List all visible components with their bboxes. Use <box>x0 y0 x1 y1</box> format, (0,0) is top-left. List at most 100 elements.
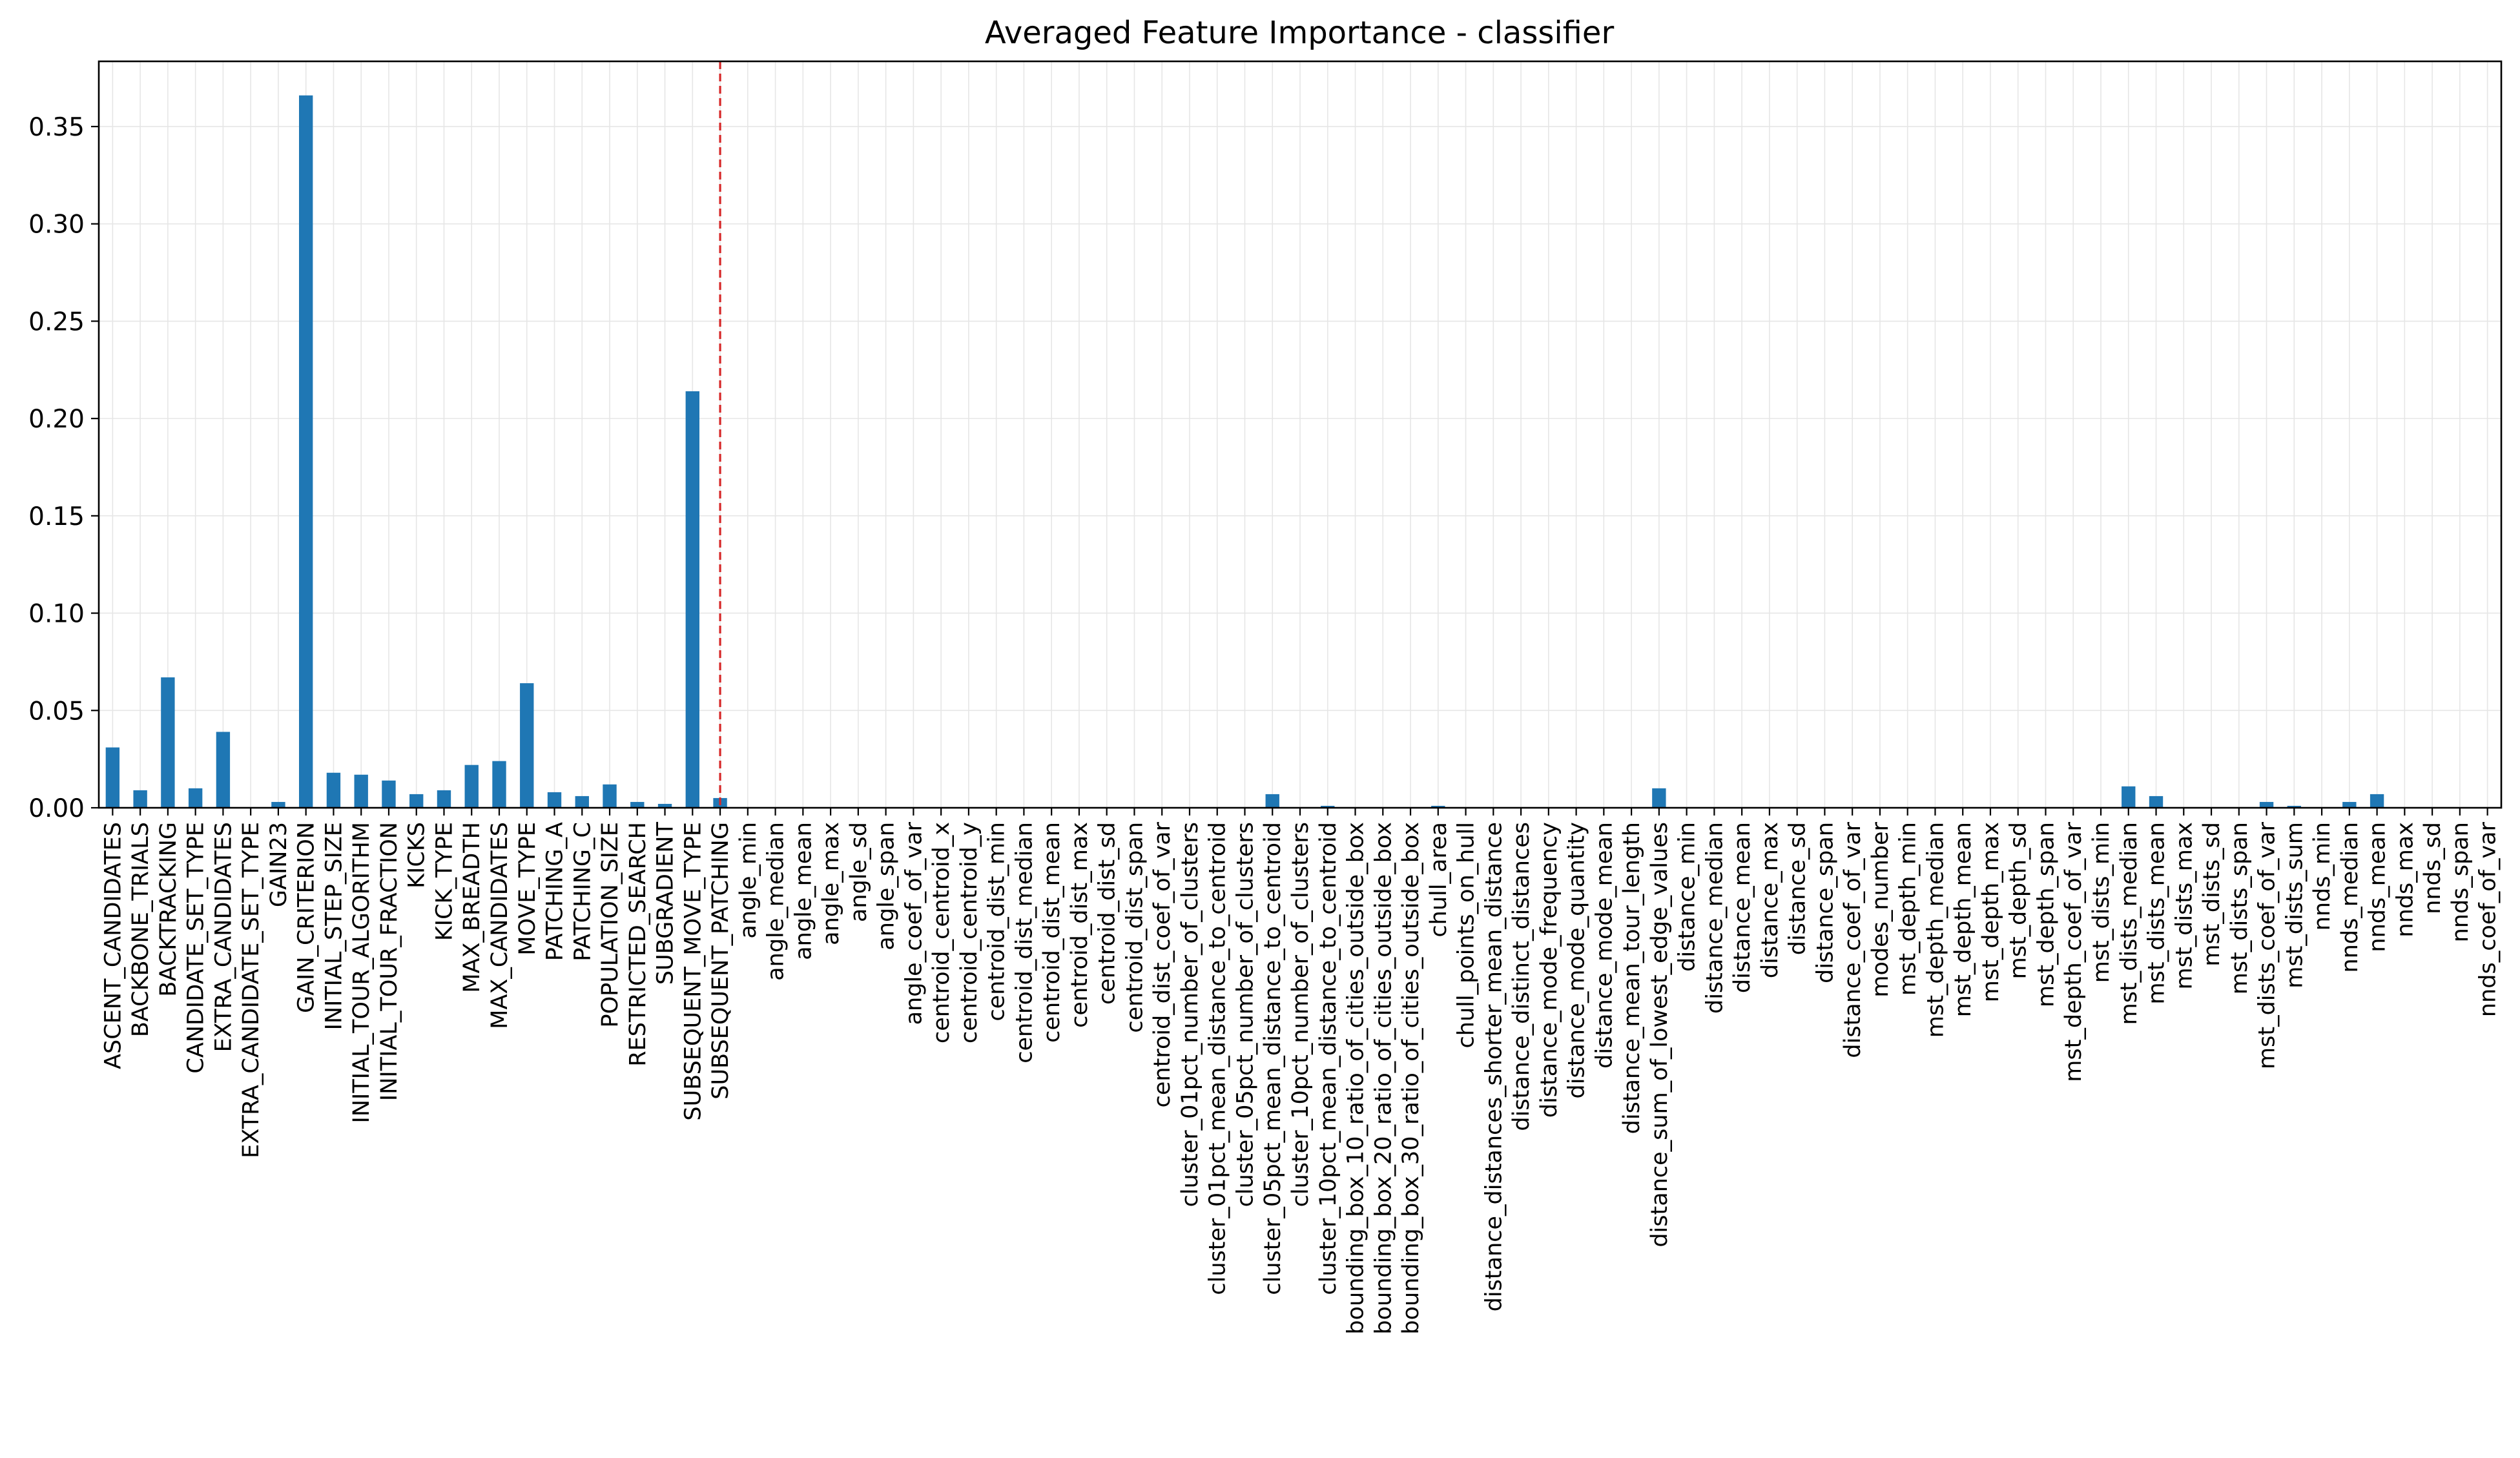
y-tick-label: 0.00 <box>28 794 85 823</box>
x-tick-label: nnds_coef_of_var <box>2475 821 2501 1017</box>
x-tick-label: centroid_dist_coef_of_var <box>1150 821 1175 1107</box>
bar-initial-tour-algorithm <box>354 774 368 808</box>
x-tick-label: KICK_TYPE <box>431 822 457 941</box>
x-tick-label: centroid_centroid_y <box>956 822 982 1043</box>
bar-gain-criterion <box>299 95 313 808</box>
bar-initial-tour-fraction <box>382 780 396 808</box>
x-tick-label: nnds_max <box>2392 822 2418 938</box>
bar-gain23 <box>271 801 285 808</box>
bar-backtracking <box>161 677 175 808</box>
x-tick-label: SUBSEQUENT_PATCHING <box>708 822 734 1100</box>
x-tick-label: angle_median <box>763 822 789 981</box>
x-tick-label: chull_area <box>1426 822 1452 938</box>
bar-extra-candidates <box>216 732 231 808</box>
x-tick-label: mst_depth_span <box>2033 822 2059 1007</box>
bar-initial-step-size <box>326 772 341 808</box>
y-tick-label: 0.20 <box>28 405 85 434</box>
bar-move-type <box>520 683 534 808</box>
x-tick-label: distance_max <box>1757 822 1783 978</box>
bar-mst-dists-median <box>2122 786 2136 808</box>
y-tick-label: 0.30 <box>28 210 85 240</box>
x-tick-label: bounding_box_20_ratio_of_cities_outside_… <box>1370 822 1396 1335</box>
x-tick-label: bounding_box_30_ratio_of_cities_outside_… <box>1398 822 1424 1335</box>
x-tick-label: bounding_box_10_ratio_of_cities_outside_… <box>1343 822 1369 1335</box>
x-tick-label: mst_depth_median <box>1923 822 1948 1038</box>
y-tick-label: 0.05 <box>28 697 85 726</box>
x-tick-label: mst_depth_coef_of_var <box>2061 821 2087 1082</box>
x-tick-label: distance_mode_frequency <box>1536 822 1562 1118</box>
bar-mst-dists-sum <box>2287 805 2301 808</box>
x-tick-label: nnds_span <box>2448 822 2474 942</box>
bar-patching-a <box>547 792 562 808</box>
x-axis: ASCENT_CANDIDATES BACKBONE_TRIALS BACKTRAC… <box>100 808 2501 1335</box>
x-tick-label: MAX_CANDIDATES <box>487 822 513 1029</box>
x-tick-label: INITIAL_STEP_SIZE <box>321 822 347 1030</box>
bar-chull-area <box>1431 805 1445 808</box>
x-tick-label: cluster_10pct_mean_distance_to_centroid <box>1316 822 1341 1295</box>
x-tick-label: mst_dists_median <box>2116 822 2142 1025</box>
x-tick-label: distance_sum_of_lowest_edge_values <box>1647 822 1673 1248</box>
x-tick-label: POPULATION_SIZE <box>597 822 623 1027</box>
x-tick-label: distance_span <box>1812 822 1838 983</box>
x-tick-label: ASCENT_CANDIDATES <box>100 822 126 1069</box>
x-tick-label: mst_depth_mean <box>1950 822 1976 1017</box>
x-tick-label: CANDIDATE_SET_TYPE <box>183 822 209 1074</box>
x-tick-label: distance_mode_mean <box>1591 822 1617 1069</box>
x-tick-label: PATCHING_A <box>542 822 568 961</box>
bar-max-candidates <box>492 761 506 808</box>
x-tick-label: distance_median <box>1702 822 1728 1014</box>
x-tick-label: centroid_dist_min <box>984 822 1010 1022</box>
grid <box>99 61 2501 808</box>
x-tick-label: EXTRA_CANDIDATE_SET_TYPE <box>238 822 264 1158</box>
bar-restricted-search <box>630 801 645 808</box>
x-tick-label: INITIAL_TOUR_ALGORITHM <box>349 822 375 1123</box>
x-tick-label: centroid_centroid_x <box>929 822 955 1043</box>
x-tick-label: nnds_min <box>2309 822 2335 930</box>
x-tick-label: distance_min <box>1675 822 1700 972</box>
x-tick-label: chull_points_on_hull <box>1454 822 1480 1048</box>
bar-distance-sum-of-lowest-edge-values <box>1652 788 1666 808</box>
bar-mst-dists-coef-of-var <box>2259 801 2274 808</box>
y-tick-label: 0.15 <box>28 502 85 531</box>
x-tick-label: mst_dists_coef_of_var <box>2255 821 2280 1069</box>
x-tick-label: mst_dists_min <box>2089 822 2114 983</box>
x-tick-label: angle_coef_of_var <box>901 821 927 1025</box>
bar-subgradient <box>657 803 672 808</box>
bar-max-breadth <box>464 765 479 808</box>
x-tick-label: distance_mean_tour_length <box>1619 822 1645 1134</box>
bar-kick-type <box>437 790 451 808</box>
x-tick-label: mst_depth_min <box>1895 822 1921 996</box>
x-tick-label: distance_coef_of_var <box>1840 821 1866 1058</box>
x-tick-label: distance_distances_shorter_mean_distance <box>1481 822 1507 1311</box>
x-tick-label: nnds_median <box>2337 822 2363 973</box>
x-tick-label: mst_dists_sum <box>2282 822 2308 989</box>
x-tick-label: INITIAL_TOUR_FRACTION <box>377 822 402 1101</box>
x-tick-label: mst_depth_max <box>1978 822 2004 1002</box>
x-tick-label: centroid_dist_mean <box>1039 822 1065 1043</box>
x-tick-label: distance_distinct_distances <box>1509 822 1534 1131</box>
x-tick-label: mst_dists_sd <box>2199 822 2225 967</box>
y-axis: 0.00 0.05 0.10 0.15 0.20 0.25 0.30 0.35 <box>28 113 99 823</box>
bar-nnds-mean <box>2370 794 2384 808</box>
x-tick-label: nnds_mean <box>2365 822 2391 952</box>
x-tick-label: nnds_sd <box>2420 822 2446 914</box>
bars <box>105 95 2384 808</box>
bar-population-size <box>603 784 617 808</box>
x-tick-label: BACKTRACKING <box>156 822 181 997</box>
x-tick-label: centroid_dist_median <box>1011 822 1037 1063</box>
x-tick-label: RESTRICTED_SEARCH <box>625 822 651 1067</box>
bar-mst-dists-mean <box>2149 796 2164 808</box>
x-tick-label: angle_sd <box>846 822 872 922</box>
y-tick-label: 0.35 <box>28 113 85 142</box>
chart-title: Averaged Feature Importance - classifier <box>985 15 1615 51</box>
x-tick-label: angle_min <box>736 822 761 939</box>
x-tick-label: cluster_05pct_mean_distance_to_centroid <box>1260 822 1286 1295</box>
bar-kicks <box>409 794 424 808</box>
x-tick-label: distance_mode_quantity <box>1564 822 1590 1098</box>
x-tick-label: distance_sd <box>1785 822 1811 955</box>
x-tick-label: SUBSEQUENT_MOVE_TYPE <box>680 822 706 1121</box>
x-tick-label: MOVE_TYPE <box>515 822 541 956</box>
x-tick-label: GAIN23 <box>266 822 292 907</box>
